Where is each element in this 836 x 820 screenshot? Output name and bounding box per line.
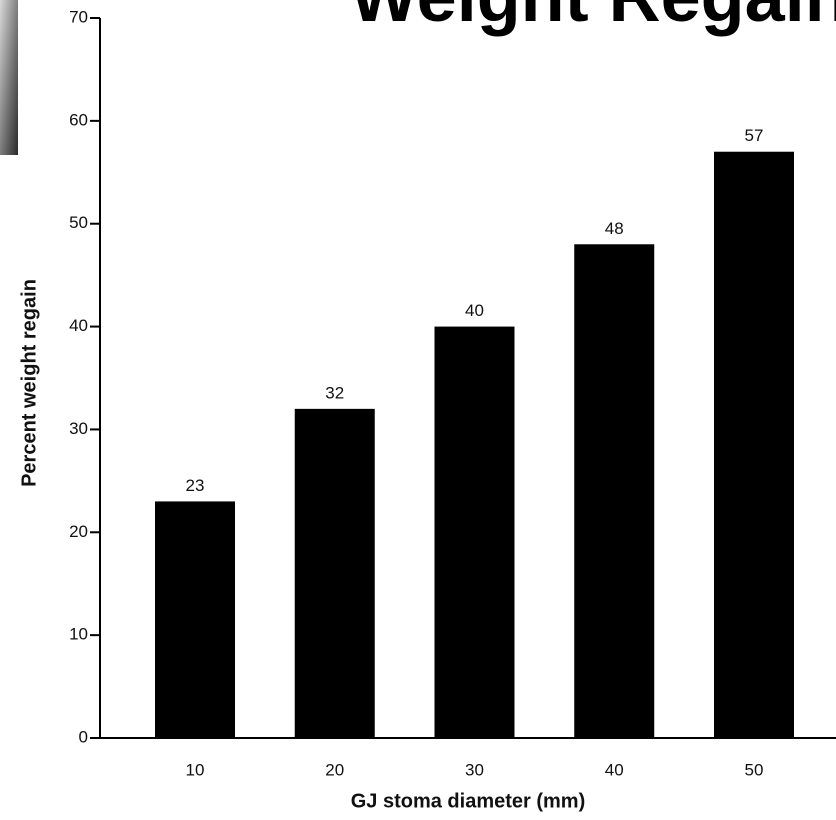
- y-tick-label: 30: [69, 419, 88, 438]
- y-tick-label: 20: [69, 522, 88, 541]
- x-tick-label: 20: [325, 760, 344, 779]
- photo-fragment: [0, 0, 18, 155]
- x-tick-label: 10: [186, 760, 205, 779]
- bar: [155, 501, 235, 738]
- y-axis-title: Percent weight regain: [18, 279, 40, 487]
- bar: [295, 409, 375, 738]
- y-tick-label: 70: [69, 7, 88, 26]
- bar: [574, 244, 654, 738]
- y-tick-label: 40: [69, 316, 88, 335]
- x-tick-label: 30: [465, 760, 484, 779]
- bar: [714, 152, 794, 738]
- y-tick-label: 50: [69, 213, 88, 232]
- value-label: 23: [186, 476, 205, 495]
- value-label: 40: [465, 301, 484, 320]
- value-label: 32: [325, 383, 344, 402]
- x-axis-title: GJ stoma diameter (mm): [351, 790, 586, 812]
- y-tick-label: 60: [69, 110, 88, 129]
- x-tick-label: 50: [745, 760, 764, 779]
- chart: Weight Regain Percent weight regain GJ s…: [0, 0, 836, 820]
- x-tick-label: 40: [605, 760, 624, 779]
- value-label: 48: [605, 219, 624, 238]
- page: Weight Regain Percent weight regain GJ s…: [0, 0, 836, 820]
- y-tick-label: 10: [69, 625, 88, 644]
- y-tick-label: 0: [79, 727, 88, 746]
- value-label: 57: [745, 126, 764, 145]
- chart-title: Weight Regain: [350, 0, 836, 37]
- bar: [435, 327, 515, 738]
